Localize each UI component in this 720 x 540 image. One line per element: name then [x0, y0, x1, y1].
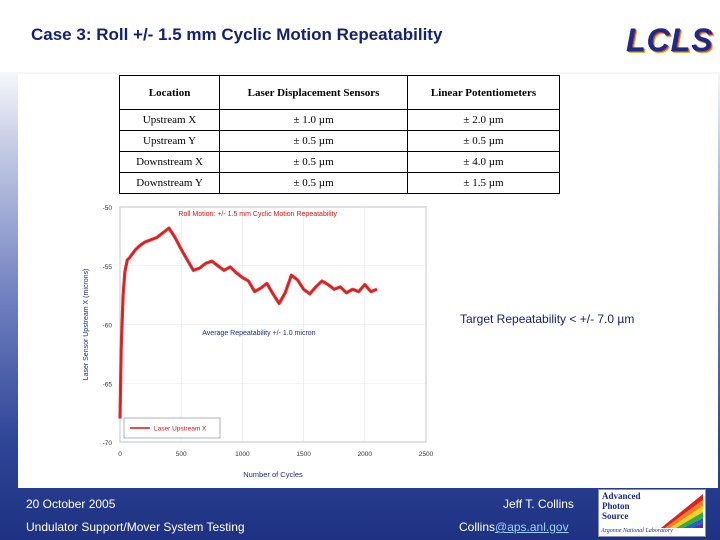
table-header-cell: Laser Displacement Sensors	[219, 75, 409, 110]
aps-logo-line: Photon	[602, 501, 630, 511]
x-tick-label: 500	[176, 451, 187, 458]
x-axis-label: Number of Cycles	[243, 470, 303, 479]
table-cell: Upstream Y	[118, 130, 221, 152]
x-tick-label: 2000	[358, 451, 373, 458]
slide-title: Case 3: Roll +/- 1.5 mm Cyclic Motion Re…	[31, 25, 443, 44]
chart-title: Roll Motion: +/- 1.5 mm Cyclic Motion Re…	[178, 211, 337, 218]
lcls-logo: LCLS	[626, 22, 714, 58]
series-line-core	[119, 227, 378, 419]
table-cell: ± 0.5 µm	[407, 130, 560, 152]
y-tick-label: -70	[103, 440, 113, 447]
table-cell: ± 4.0 µm	[407, 151, 560, 173]
table-cell: Upstream X	[118, 109, 221, 131]
y-tick-label: -50	[103, 205, 113, 212]
rainbow-wedge-icon	[661, 494, 703, 528]
y-axis-label: Laser Sensor Upstream X (microns)	[83, 269, 90, 381]
table-header-cell: Location	[118, 75, 221, 110]
table-cell: Downstream Y	[118, 172, 221, 194]
table-cell: ± 0.5 µm	[219, 151, 409, 173]
table-cell: ± 0.5 µm	[219, 130, 409, 152]
footer-email: Collins@aps.anl.gov	[459, 520, 569, 534]
y-tick-label: -55	[103, 264, 113, 271]
table-row: Downstream Y ± 0.5 µm ± 1.5 µm	[118, 172, 560, 194]
x-tick-label: 1000	[235, 451, 250, 458]
table-row: Downstream X ± 0.5 µm ± 4.0 µm	[118, 151, 560, 173]
x-tick-label: 1500	[296, 451, 311, 458]
table-row: Upstream Y ± 0.5 µm ± 0.5 µm	[118, 130, 560, 152]
repeatability-line-chart: -50 -55 -60 -65 -70 0 500 1000 1500 2000 2500 Roll …	[83, 205, 434, 479]
footer-system-name: Undulator Support/Mover System Testing	[26, 520, 245, 534]
aps-logo-line: Source	[602, 511, 629, 521]
table-cell: ± 1.5 µm	[407, 172, 560, 194]
email-domain-link[interactable]: @aps.anl.gov	[495, 520, 569, 534]
x-tick-label: 2500	[419, 451, 434, 458]
header-band	[0, 0, 720, 72]
legend-box	[123, 417, 221, 439]
footer-date: 20 October 2005	[26, 497, 116, 511]
footer-author: Jeff T. Collins	[503, 497, 574, 511]
legend-label: Laser Upstream X	[154, 426, 207, 433]
table-header-row: Location Laser Displacement Sensors Line…	[118, 75, 560, 110]
table-row: Upstream X ± 1.0 µm ± 2.0 µm	[118, 109, 560, 131]
table-cell: ± 0.5 µm	[219, 172, 409, 194]
table-cell: ± 1.0 µm	[219, 109, 409, 131]
aps-logo-line: Advanced	[602, 491, 641, 501]
y-tick-label: -65	[103, 381, 113, 388]
x-tick-label: 0	[118, 451, 122, 458]
table-header-cell: Linear Potentiometers	[407, 75, 560, 110]
repeatability-table: Location Laser Displacement Sensors Line…	[118, 75, 560, 194]
aps-logo-text: Advanced Photon Source	[602, 491, 662, 521]
aps-logo-subtitle: Argonne National Laboratory	[601, 528, 673, 534]
table-cell: Downstream X	[118, 151, 221, 173]
target-repeatability-note: Target Repeatability < +/- 7.0 µm	[460, 312, 635, 326]
table-cell: ± 2.0 µm	[407, 109, 560, 131]
chart-annotation: Average Repeatability +/- 1.0 micron	[202, 330, 315, 337]
aps-logo: Advanced Photon Source Argonne National …	[598, 489, 706, 537]
email-user: Collins	[459, 520, 496, 534]
y-tick-label: -60	[103, 323, 113, 330]
